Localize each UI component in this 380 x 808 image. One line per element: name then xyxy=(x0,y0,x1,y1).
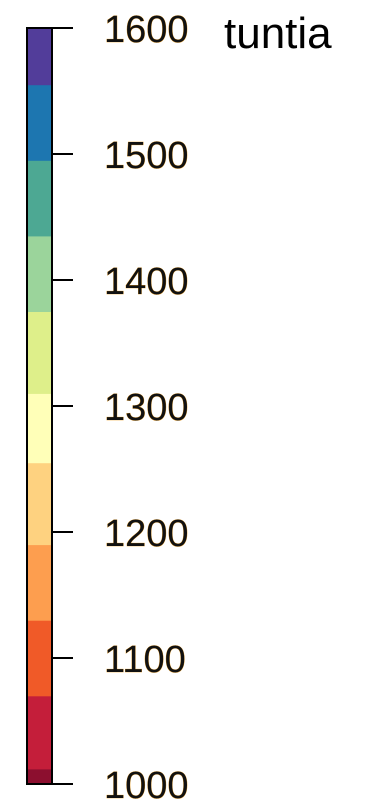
colorbar-ticks: 1000 1100 1200 1300 1400 1500 1600 xyxy=(52,9,189,807)
colorbar-bin-10 xyxy=(27,84,52,161)
unit-label: tuntia xyxy=(224,9,332,58)
tick-label-1600: 1600 xyxy=(104,9,189,51)
colorbar-bin-3 xyxy=(27,620,52,697)
colorbar-bin-1 xyxy=(27,768,52,785)
colorbar-bin-8 xyxy=(27,235,52,312)
tick-label-1500: 1500 xyxy=(104,135,189,177)
tick-label-1400: 1400 xyxy=(104,261,189,303)
colorbar-bin-2 xyxy=(27,695,52,770)
colorbar-bin-4 xyxy=(27,544,52,621)
colorbar-bin-7 xyxy=(27,311,52,394)
tick-label-1000: 1000 xyxy=(104,765,189,807)
colorbar-bin-9 xyxy=(27,160,52,237)
colorbar-bin-6 xyxy=(27,393,52,464)
tick-label-1100: 1100 xyxy=(104,639,186,681)
colorbar-bin-11 xyxy=(27,28,52,86)
colorbar-bins xyxy=(27,28,52,785)
tick-label-1300: 1300 xyxy=(104,387,189,429)
tick-label-1200: 1200 xyxy=(104,513,189,555)
colorbar-bin-5 xyxy=(27,462,52,546)
